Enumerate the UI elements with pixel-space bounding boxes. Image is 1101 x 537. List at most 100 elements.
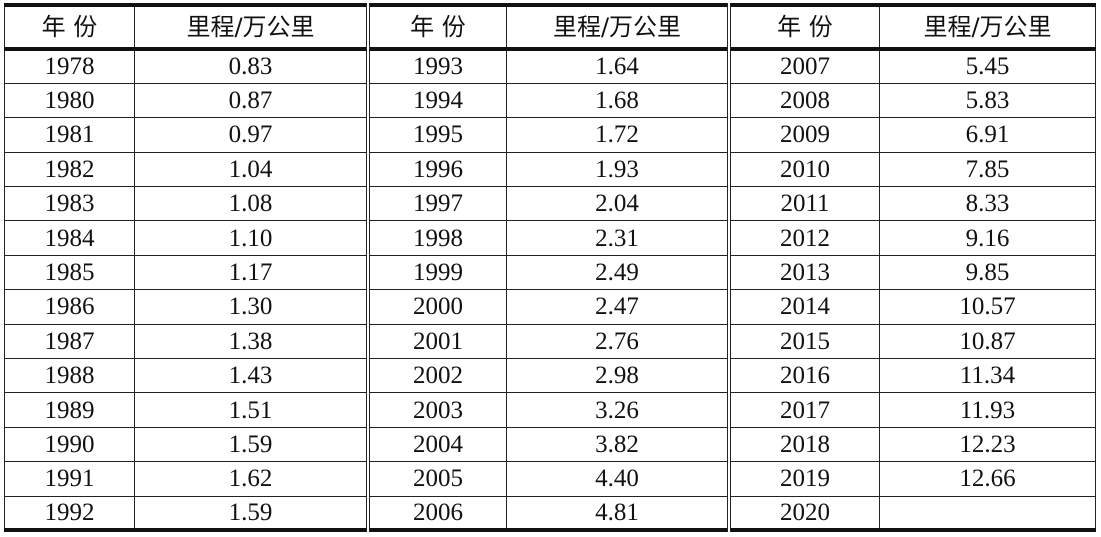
mileage-cell: 1.62 (134, 461, 370, 497)
mileage-cell: 1.04 (134, 151, 370, 188)
year-cell: 1992 (4, 495, 135, 533)
year-cell: 1991 (4, 461, 135, 497)
year-cell: 1999 (367, 254, 507, 291)
mileage-cell: 2.47 (506, 289, 731, 325)
mileage-cell: 12.23 (879, 426, 1096, 463)
table-row: 1984 1.10 1998 2.31 2012 9.16 (4, 220, 1096, 256)
mileage-cell (879, 495, 1096, 533)
mileage-cell: 2.76 (506, 323, 731, 360)
year-cell: 2008 (728, 82, 880, 119)
table-row: 1980 0.87 1994 1.68 2008 5.83 (4, 82, 1096, 119)
year-cell: 2007 (728, 48, 880, 84)
mileage-cell: 9.85 (879, 254, 1096, 291)
year-cell: 2003 (367, 392, 507, 428)
table-row: 1992 1.59 2006 4.81 2020 (4, 495, 1096, 533)
year-cell: 1982 (4, 151, 135, 188)
year-cell: 1990 (4, 426, 135, 463)
year-cell: 2009 (728, 117, 880, 153)
year-cell: 1980 (4, 82, 135, 119)
table-row: 1990 1.59 2004 3.82 2018 12.23 (4, 426, 1096, 463)
table-row: 1991 1.62 2005 4.40 2019 12.66 (4, 461, 1096, 497)
year-cell: 1985 (4, 254, 135, 291)
year-cell: 2005 (367, 461, 507, 497)
mileage-cell: 2.31 (506, 220, 731, 256)
header-year: 年 份 (367, 3, 507, 51)
year-cell: 1988 (4, 358, 135, 394)
year-cell: 2013 (728, 254, 880, 291)
header-mileage: 里程/万公里 (134, 3, 370, 51)
mileage-cell: 1.93 (506, 151, 731, 188)
year-cell: 1998 (367, 220, 507, 256)
year-cell: 2016 (728, 358, 880, 394)
year-cell: 1978 (4, 48, 135, 84)
table-row: 1978 0.83 1993 1.64 2007 5.45 (4, 48, 1096, 84)
mileage-cell: 1.17 (134, 254, 370, 291)
mileage-cell: 8.33 (879, 186, 1096, 222)
header-year: 年 份 (728, 3, 880, 51)
mileage-cell: 0.87 (134, 82, 370, 119)
year-cell: 2001 (367, 323, 507, 360)
year-cell: 1997 (367, 186, 507, 222)
year-cell: 1993 (367, 48, 507, 84)
header-mileage: 里程/万公里 (879, 3, 1096, 51)
mileage-cell: 10.57 (879, 289, 1096, 325)
mileage-cell: 1.64 (506, 48, 731, 84)
table-row: 1983 1.08 1997 2.04 2011 8.33 (4, 186, 1096, 222)
year-cell: 2019 (728, 461, 880, 497)
year-cell: 2006 (367, 495, 507, 533)
mileage-cell: 2.04 (506, 186, 731, 222)
year-cell: 2002 (367, 358, 507, 394)
mileage-cell: 10.87 (879, 323, 1096, 360)
mileage-cell: 2.49 (506, 254, 731, 291)
year-cell: 2015 (728, 323, 880, 360)
mileage-cell: 3.82 (506, 426, 731, 463)
mileage-cell: 1.72 (506, 117, 731, 153)
year-cell: 1986 (4, 289, 135, 325)
year-cell: 1994 (367, 82, 507, 119)
mileage-cell: 1.10 (134, 220, 370, 256)
year-cell: 1984 (4, 220, 135, 256)
mileage-cell: 11.93 (879, 392, 1096, 428)
mileage-cell: 0.97 (134, 117, 370, 153)
year-cell: 1987 (4, 323, 135, 360)
mileage-cell: 0.83 (134, 48, 370, 84)
header-mileage: 里程/万公里 (506, 3, 731, 51)
mileage-cell: 3.26 (506, 392, 731, 428)
year-cell: 2012 (728, 220, 880, 256)
year-cell: 2014 (728, 289, 880, 325)
mileage-cell: 1.38 (134, 323, 370, 360)
table-row: 1989 1.51 2003 3.26 2017 11.93 (4, 392, 1096, 428)
year-cell: 1996 (367, 151, 507, 188)
mileage-cell: 11.34 (879, 358, 1096, 394)
year-cell: 1995 (367, 117, 507, 153)
header-year: 年 份 (4, 3, 135, 51)
table-row: 1981 0.97 1995 1.72 2009 6.91 (4, 117, 1096, 153)
mileage-cell: 7.85 (879, 151, 1096, 188)
header-row: 年 份 里程/万公里 年 份 里程/万公里 年 份 里程/万公里 (4, 3, 1096, 51)
mileage-cell: 5.45 (879, 48, 1096, 84)
mileage-cell: 1.30 (134, 289, 370, 325)
mileage-cell: 5.83 (879, 82, 1096, 119)
year-cell: 2011 (728, 186, 880, 222)
mileage-table: 年 份 里程/万公里 年 份 里程/万公里 年 份 里程/万公里 1978 0.8… (4, 3, 1096, 533)
mileage-cell: 1.59 (134, 495, 370, 533)
mileage-cell: 9.16 (879, 220, 1096, 256)
mileage-cell: 4.81 (506, 495, 731, 533)
mileage-cell: 1.59 (134, 426, 370, 463)
year-cell: 1983 (4, 186, 135, 222)
year-cell: 2020 (728, 495, 880, 533)
year-cell: 2010 (728, 151, 880, 188)
mileage-cell: 1.43 (134, 358, 370, 394)
year-cell: 1989 (4, 392, 135, 428)
mileage-cell: 4.40 (506, 461, 731, 497)
mileage-cell: 12.66 (879, 461, 1096, 497)
year-cell: 2000 (367, 289, 507, 325)
year-cell: 2018 (728, 426, 880, 463)
year-cell: 2017 (728, 392, 880, 428)
table-row: 1987 1.38 2001 2.76 2015 10.87 (4, 323, 1096, 360)
table-row: 1986 1.30 2000 2.47 2014 10.57 (4, 289, 1096, 325)
mileage-cell: 1.51 (134, 392, 370, 428)
mileage-cell: 6.91 (879, 117, 1096, 153)
year-cell: 2004 (367, 426, 507, 463)
table-row: 1985 1.17 1999 2.49 2013 9.85 (4, 254, 1096, 291)
